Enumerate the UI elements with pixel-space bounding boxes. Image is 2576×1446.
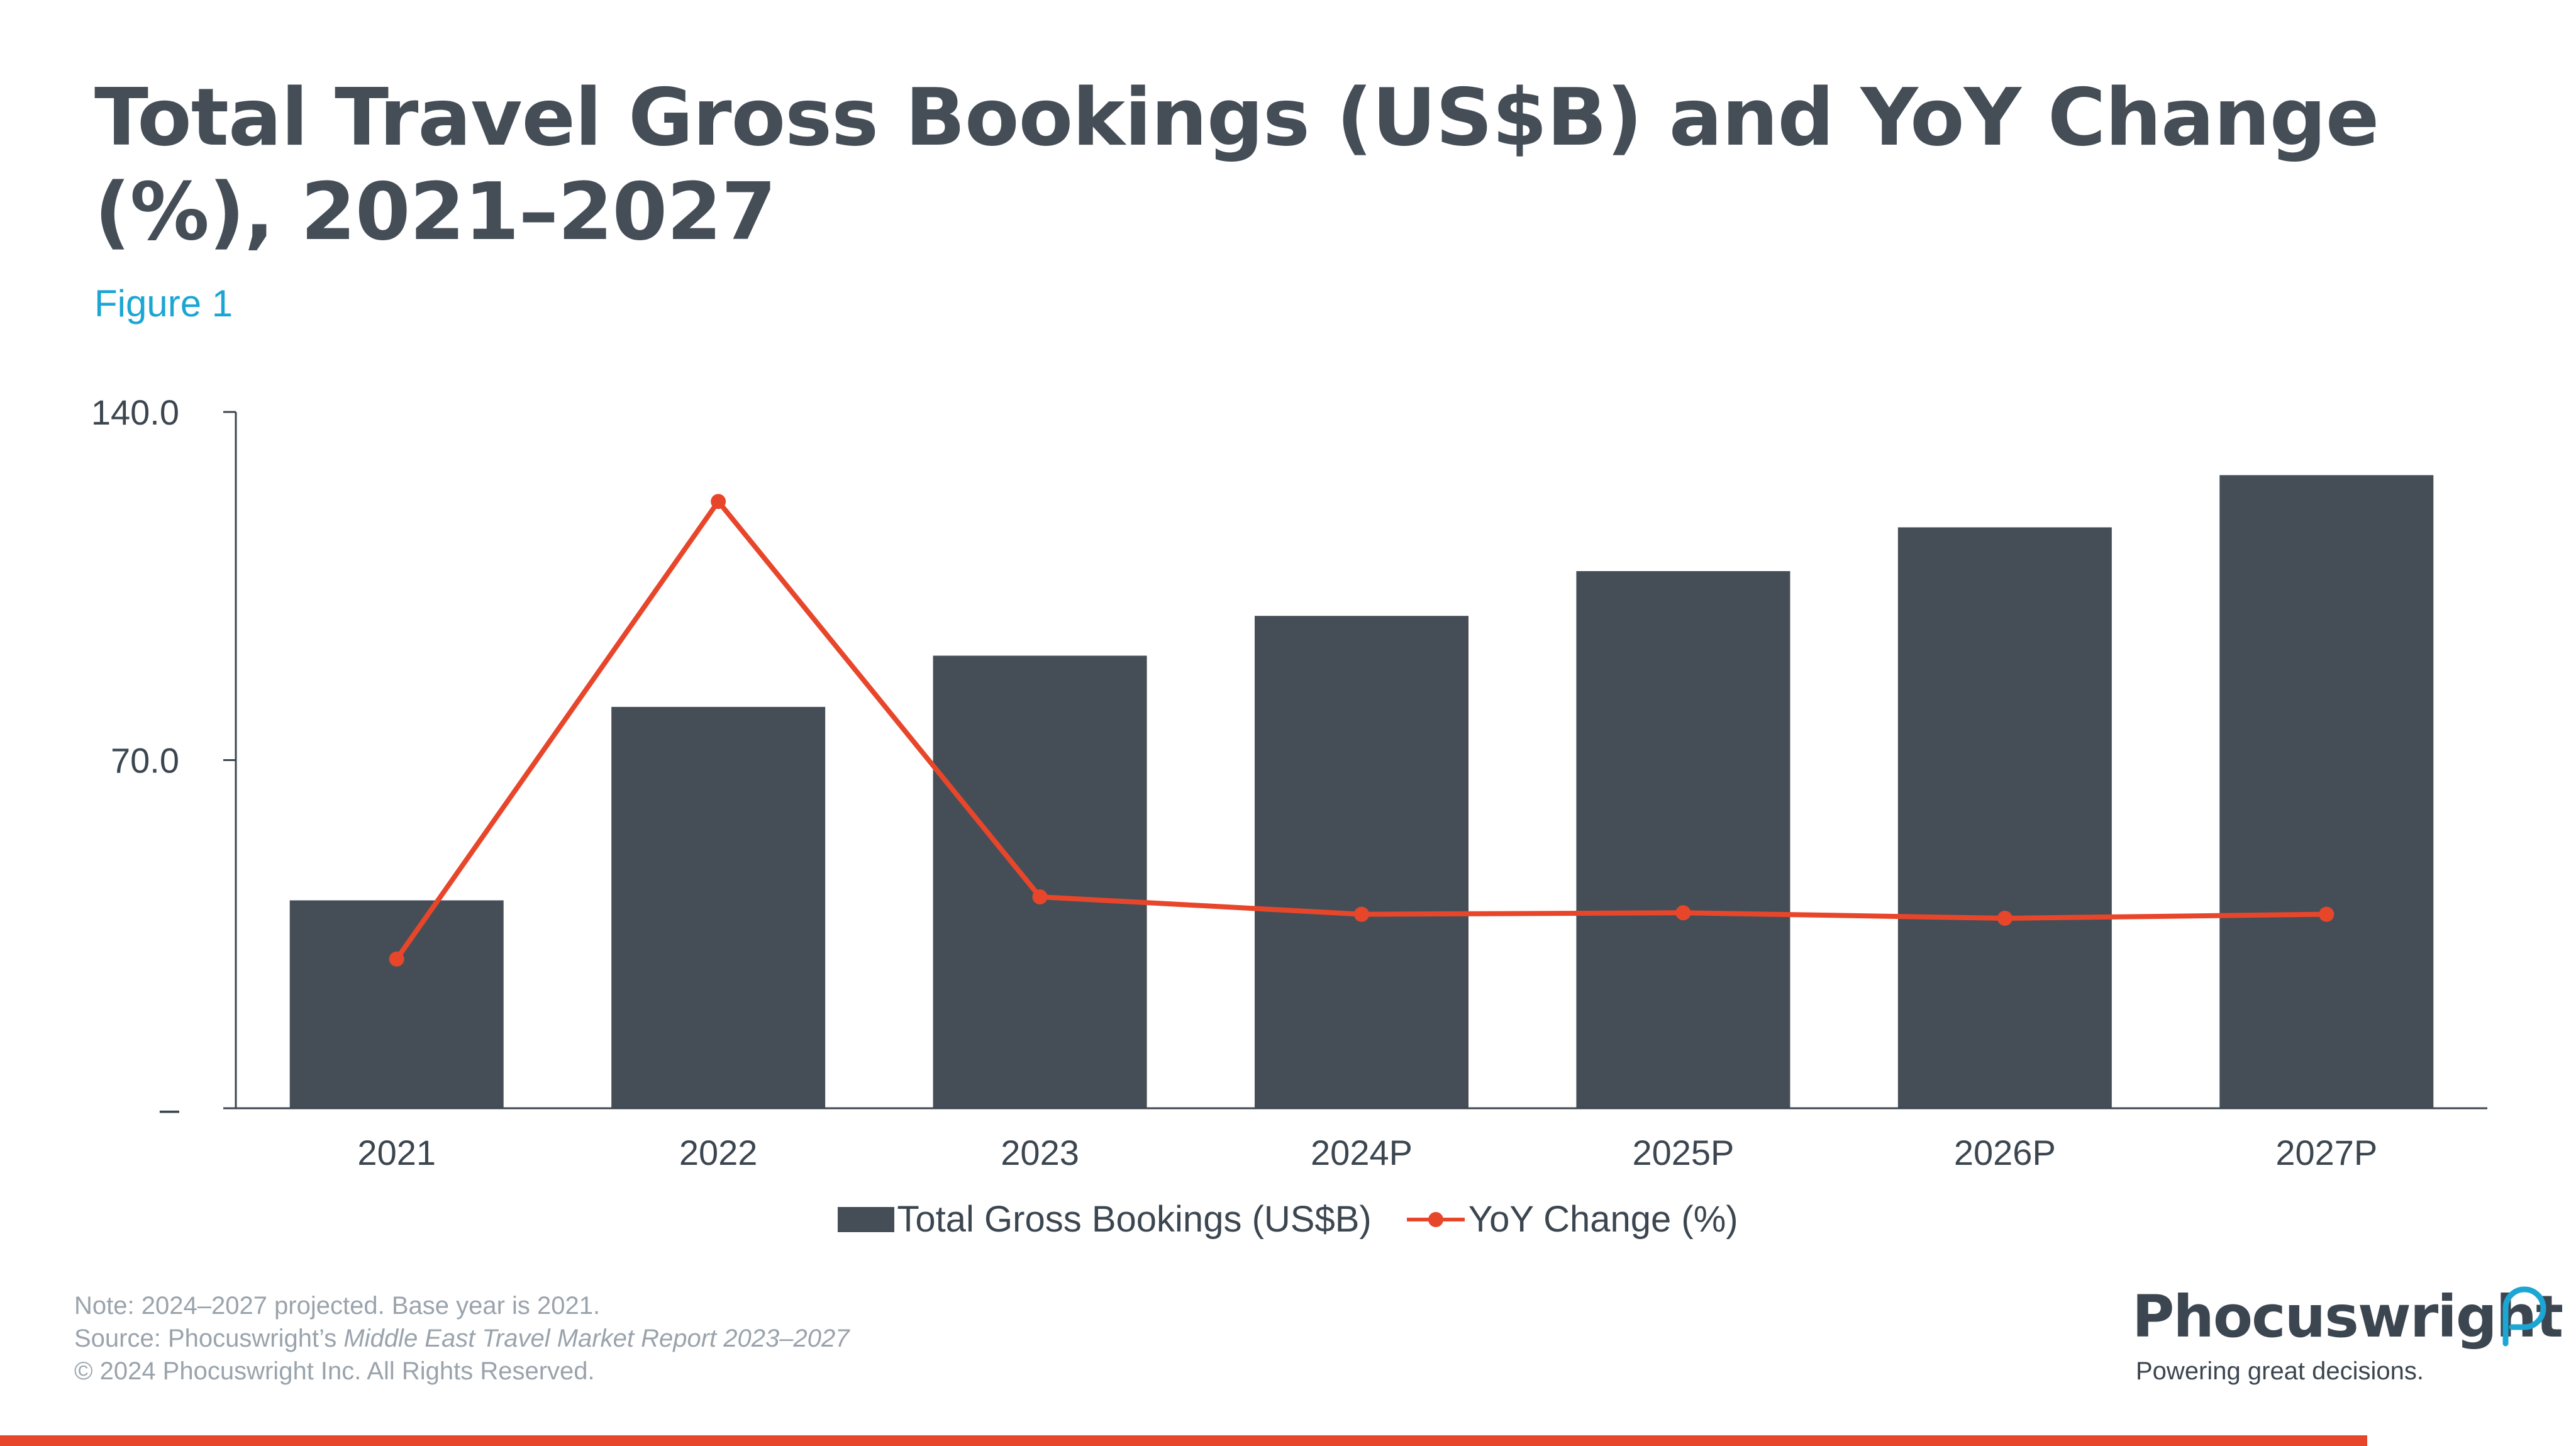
speech-bubble-icon: [2502, 1286, 2546, 1347]
bar-2026P: [1897, 527, 2112, 1108]
x-tick-label: 2023: [1001, 1133, 1079, 1172]
chart-title: Total Travel Gross Bookings (US$B) and Y…: [94, 71, 2379, 258]
bar-2023: [933, 655, 1147, 1108]
bar-2025P: [1576, 571, 1790, 1108]
x-tick-label: 2022: [679, 1133, 758, 1172]
legend-line-swatch: [1406, 1207, 1465, 1232]
legend: Total Gross Bookings (US$B) YoY Change (…: [0, 1198, 2576, 1240]
legend-item-yoy: YoY Change (%): [1406, 1198, 1738, 1240]
legend-item-bookings: Total Gross Bookings (US$B): [838, 1198, 1372, 1240]
yoy-point-2027P: [2319, 906, 2334, 922]
footer-copyright: © 2024 Phocuswright Inc. All Rights Rese…: [74, 1357, 595, 1385]
footer-note: Note: 2024–2027 projected. Base year is …: [74, 1292, 601, 1320]
yoy-point-2025P: [1675, 905, 1691, 921]
chart: – 70.0 140.0 2021 2022 2023 2024P 2025P 2026P 202…: [91, 392, 2487, 1172]
figure-label: Figure 1: [94, 282, 233, 325]
yoy-point-2022: [711, 494, 726, 509]
yoy-point-2021: [389, 951, 404, 967]
logo-tagline: Powering great decisions.: [2136, 1357, 2424, 1385]
x-tick-label: 2027P: [2275, 1133, 2377, 1172]
bar-2021: [289, 900, 504, 1108]
legend-bar-swatch: [838, 1206, 895, 1232]
logo-wordmark: Phocuswright: [2132, 1283, 2563, 1350]
footer-notes: Note: 2024–2027 projected. Base year is …: [74, 1289, 849, 1388]
footer-source: Source: Phocuswright’s Middle East Trave…: [74, 1322, 849, 1355]
yoy-point-2026P: [1997, 910, 2012, 926]
axes-layer: – 70.0 140.0 2021 2022 2023 2024P 2025P 2026P 202…: [91, 392, 2487, 1172]
source-prefix: Source: Phocuswright’s: [74, 1325, 344, 1352]
y-tick-label: 70.0: [111, 741, 179, 781]
y-tick-label: –: [160, 1089, 180, 1128]
legend-yoy-label: YoY Change (%): [1468, 1199, 1738, 1240]
bars-layer: [289, 475, 2434, 1108]
legend-bookings-label: Total Gross Bookings (US$B): [897, 1199, 1372, 1240]
bar-2022: [611, 706, 826, 1108]
y-tick-label: 140.0: [91, 392, 179, 432]
bottom-accent-rule: [0, 1435, 2367, 1446]
x-tick-label: 2021: [357, 1133, 436, 1172]
bar-2027P: [2219, 475, 2434, 1108]
x-tick-label: 2025P: [1632, 1133, 1734, 1172]
brand-logo: Phocuswright Powering great decisions.: [2132, 1283, 2563, 1396]
line-layer: [389, 494, 2334, 967]
x-tick-label: 2026P: [1954, 1133, 2056, 1172]
source-report-title: Middle East Travel Market Report 2023–20…: [343, 1325, 850, 1352]
yoy-point-2023: [1032, 889, 1048, 904]
x-tick-label: 2024P: [1311, 1133, 1413, 1172]
yoy-point-2024P: [1354, 906, 1369, 922]
bar-2024P: [1255, 616, 1468, 1108]
